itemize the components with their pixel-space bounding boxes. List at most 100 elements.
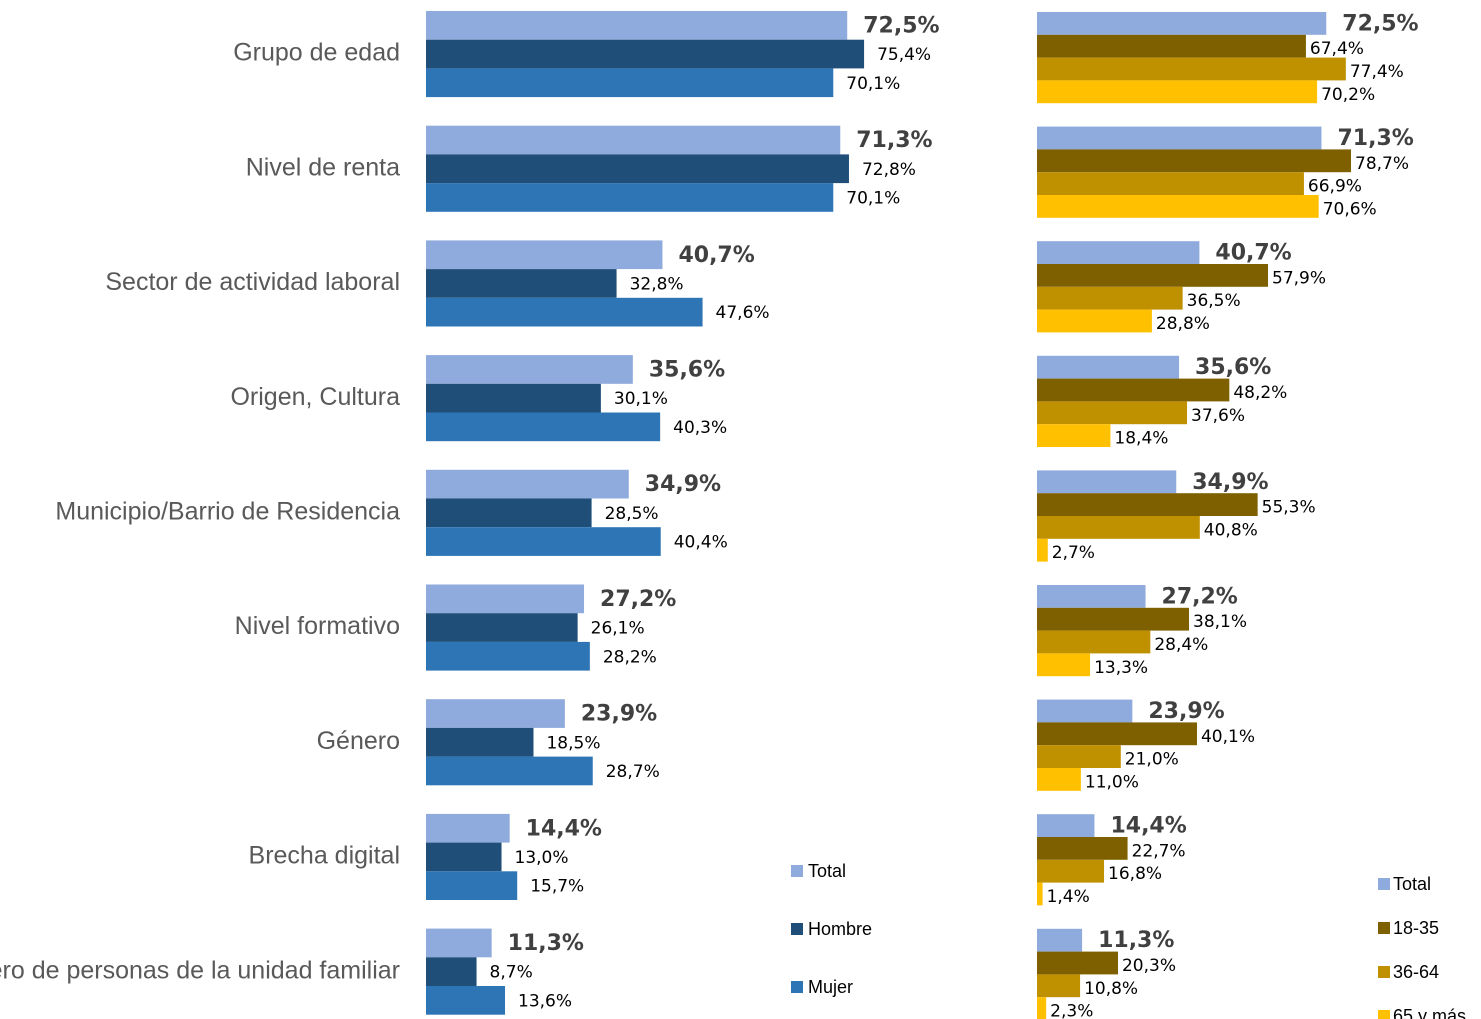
data-label-mujer: 47,6%: [716, 303, 770, 323]
legend-label: 65 y más: [1393, 1006, 1466, 1019]
chart-right: 72,5% 67,4% 77,4% 70,2% 71,3% 78,7% 66,9%70,6%…: [1037, 11, 1419, 1019]
data-label-hombre: 13,0%: [515, 848, 569, 868]
bar-65-y-mas: [1037, 424, 1111, 447]
data-label-hombre: 8,7%: [490, 963, 533, 983]
data-label-mujer: 28,2%: [603, 647, 657, 667]
legend-label: Mujer: [808, 977, 853, 997]
bar-hombre: [426, 957, 477, 986]
legend-label: Hombre: [808, 919, 872, 939]
bar-hombre: [426, 613, 578, 642]
data-label-18-35: 67,4%: [1310, 39, 1364, 59]
bar-mujer: [426, 527, 661, 556]
bar-36-64: [1037, 516, 1200, 539]
data-label-total: 14,4%: [526, 816, 602, 841]
bar-total: [1037, 241, 1200, 264]
bar-65-y-mas: [1037, 195, 1319, 218]
data-label-total: 71,3%: [856, 128, 932, 153]
data-label-18-35: 22,7%: [1132, 841, 1186, 861]
data-label-36-64: 77,4%: [1350, 62, 1404, 82]
data-label-18-35: 57,9%: [1272, 268, 1326, 288]
bar-hombre: [426, 154, 849, 184]
bar-mujer: [426, 986, 506, 1015]
legend-swatch: [1378, 1010, 1390, 1019]
category-label: Municipio/Barrio de Residencia: [55, 497, 400, 525]
bar-total: [1037, 699, 1133, 723]
legend-label: Total: [808, 861, 846, 881]
bar-36-64: [1037, 974, 1081, 998]
data-label-36-64: 21,0%: [1125, 750, 1179, 770]
data-label-total: 71,3%: [1337, 126, 1413, 151]
bar-total: [426, 928, 492, 958]
data-label-mujer: 40,3%: [673, 418, 727, 438]
data-label-mujer: 15,7%: [530, 877, 584, 897]
data-label-36-64: 28,4%: [1154, 635, 1208, 655]
category-label: Grupo de edad: [233, 39, 400, 67]
bar-18-35: [1037, 951, 1118, 975]
data-label-65-y-mas: 1,4%: [1047, 887, 1090, 907]
legend-label: Total: [1393, 874, 1431, 894]
bar-65-y-mas: [1037, 653, 1091, 677]
chart-left: Grupo de edad 72,5% 75,4% 70,1% Nivel de ren…: [0, 11, 940, 1015]
bar-mujer: [426, 68, 834, 98]
bar-18-35: [1037, 722, 1197, 746]
category-label: Género: [317, 727, 400, 755]
bar-36-64: [1037, 286, 1183, 310]
bar-total: [426, 584, 585, 614]
data-label-36-64: 40,8%: [1204, 520, 1258, 540]
data-label-total: 27,2%: [1162, 584, 1238, 609]
data-label-mujer: 70,1%: [846, 74, 900, 94]
data-label-65-y-mas: 2,7%: [1052, 543, 1095, 563]
data-label-total: 35,6%: [1195, 355, 1271, 380]
data-label-total: 34,9%: [645, 472, 721, 497]
bar-36-64: [1037, 57, 1346, 81]
category-label: Brecha digital: [249, 842, 400, 870]
legend-right: Total 18-35 36-64 65 y más: [1378, 874, 1466, 1019]
data-label-total: 23,9%: [1148, 699, 1224, 724]
data-label-mujer: 28,7%: [606, 762, 660, 782]
data-label-65-y-mas: 13,3%: [1094, 658, 1148, 678]
bar-total: [426, 125, 841, 155]
data-label-36-64: 16,8%: [1108, 864, 1162, 884]
data-label-total: 35,6%: [649, 357, 725, 382]
data-label-total: 72,5%: [863, 13, 939, 38]
legend-label: 36-64: [1393, 962, 1439, 982]
bar-36-64: [1037, 859, 1105, 883]
data-label-hombre: 30,1%: [614, 389, 668, 409]
bar-total: [426, 11, 848, 40]
bar-mujer: [426, 183, 834, 212]
data-label-mujer: 70,1%: [846, 188, 900, 208]
bar-hombre: [426, 269, 617, 298]
bar-total: [1037, 126, 1322, 150]
bar-hombre: [426, 498, 592, 528]
bar-18-35: [1037, 149, 1352, 173]
data-label-18-35: 20,3%: [1122, 956, 1176, 976]
legend-left: Total Hombre Mujer: [791, 861, 872, 997]
bar-mujer: [426, 641, 590, 671]
data-label-65-y-mas: 28,8%: [1156, 314, 1210, 334]
legend-label: 18-35: [1393, 918, 1439, 938]
bar-36-64: [1037, 745, 1121, 768]
category-label: Nivel formativo: [235, 612, 400, 640]
bar-total: [1037, 470, 1177, 494]
bar-65-y-mas: [1037, 538, 1048, 562]
data-label-65-y-mas: 2,3%: [1050, 1002, 1093, 1019]
data-label-total: 40,7%: [678, 243, 754, 268]
legend-swatch: [791, 865, 803, 877]
bar-18-35: [1037, 264, 1269, 287]
legend-swatch: [1378, 966, 1390, 978]
data-label-18-35: 55,3%: [1262, 498, 1316, 518]
data-label-hombre: 28,5%: [605, 504, 659, 524]
bar-mujer: [426, 412, 661, 442]
category-label: Número de personas de la unidad familiar: [0, 956, 400, 984]
data-label-36-64: 37,6%: [1191, 406, 1245, 426]
bar-total: [1037, 12, 1327, 35]
bar-18-35: [1037, 493, 1258, 516]
data-label-hombre: 72,8%: [862, 160, 916, 180]
legend-swatch: [1378, 878, 1390, 890]
bar-total: [1037, 814, 1095, 837]
bar-65-y-mas: [1037, 882, 1043, 906]
bar-hombre: [426, 727, 534, 757]
bar-hombre: [426, 383, 601, 413]
bar-18-35: [1037, 378, 1230, 402]
data-label-mujer: 13,6%: [518, 991, 572, 1011]
